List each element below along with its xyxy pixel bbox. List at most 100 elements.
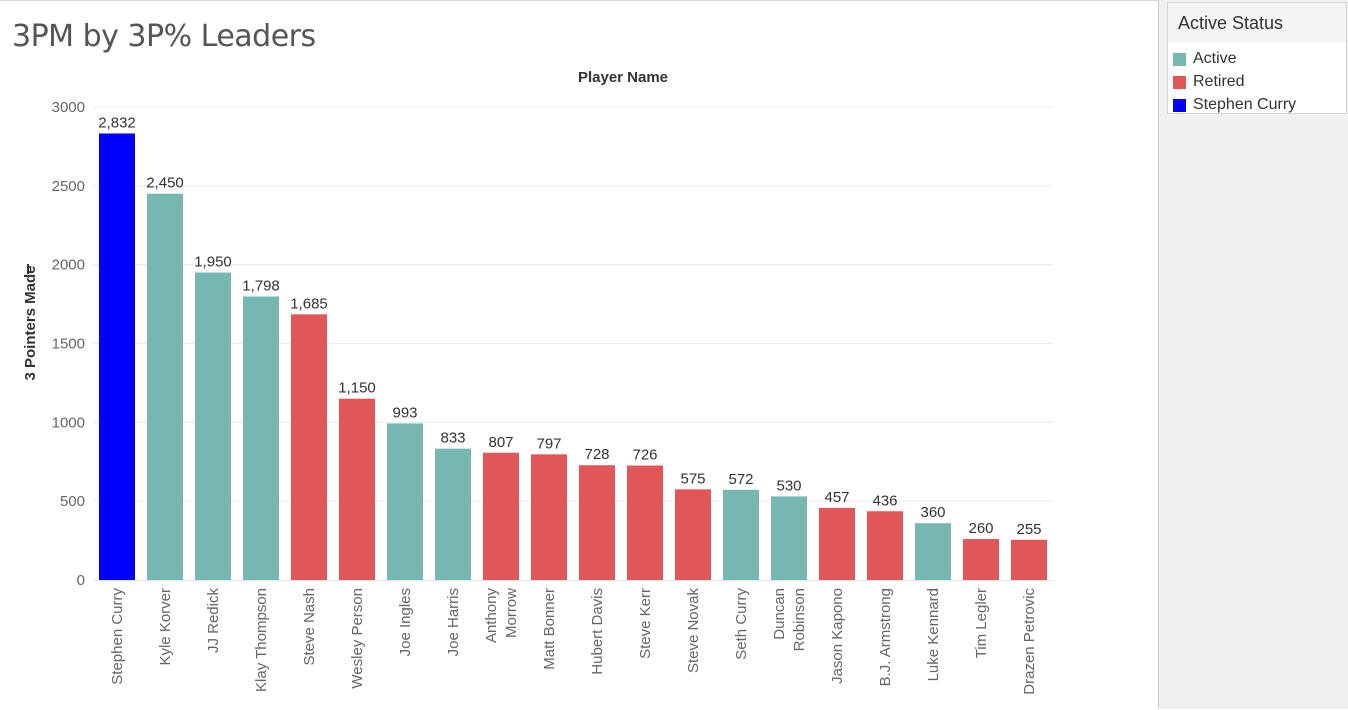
data-label: 1,150	[338, 380, 376, 397]
x-tick-label-line: Joe Ingles	[397, 588, 414, 656]
x-tick-label-line: Kyle Korver	[157, 588, 174, 666]
data-label: 260	[968, 520, 993, 537]
data-label: 436	[872, 492, 897, 509]
x-tick-label: Hubert Davis	[589, 588, 606, 675]
y-tick-label: 2500	[52, 178, 85, 195]
y-tick-label: 3000	[52, 99, 85, 116]
sort-icon[interactable]	[27, 264, 29, 274]
legend-label-stephen-curry: Stephen Curry	[1193, 96, 1297, 113]
legend-label-active: Active	[1193, 50, 1237, 67]
data-label: 833	[440, 430, 465, 447]
sort-icon-bar	[27, 270, 29, 274]
x-tick-label-line: Tim Legler	[973, 588, 990, 658]
x-tick-label-line: Luke Kennard	[925, 588, 942, 681]
data-label: 457	[824, 489, 849, 506]
bar	[435, 448, 471, 580]
x-tick-label-line: Morrow	[503, 588, 520, 638]
x-tick-label-line: Jason Kapono	[829, 588, 846, 684]
bar	[531, 454, 567, 580]
bar	[723, 489, 759, 580]
bar	[867, 511, 903, 580]
x-tick-label: Tim Legler	[973, 588, 990, 658]
chart-area: 3PM by 3P% Leaders 0 500 1000 1500 2000 2500 3…	[0, 0, 1158, 695]
bar	[963, 539, 999, 580]
bar	[387, 423, 423, 580]
legend-item-active[interactable]: Active	[1173, 49, 1343, 69]
data-label: 572	[728, 471, 753, 488]
data-label: 728	[584, 446, 609, 463]
data-label: 2,832	[98, 114, 136, 131]
bar	[195, 272, 231, 580]
bar	[819, 507, 855, 580]
x-tick-label: JJ Redick	[205, 588, 222, 654]
x-tick-label: Stephen Curry	[109, 588, 126, 685]
x-tick-label: Drazen Petrovic	[1021, 588, 1038, 695]
x-tick-label: Jason Kapono	[829, 588, 846, 684]
x-tick-label: Luke Kennard	[925, 588, 942, 681]
y-tick-label: 500	[60, 493, 85, 510]
data-label: 530	[776, 477, 801, 494]
bar	[915, 523, 951, 580]
x-tick-label-line: Matt Bonner	[541, 588, 558, 670]
bar-chart: 0 500 1000 1500 2000 2500 3000 Player Name 3 Poi…	[22, 69, 1053, 695]
data-label: 575	[680, 470, 705, 487]
x-tick-label-line: Robinson	[791, 588, 808, 651]
y-tick-label: 1000	[52, 414, 85, 431]
x-tick-label-line: Steve Nash	[301, 588, 318, 666]
x-axis-title: Player Name	[578, 69, 668, 86]
data-label: 360	[920, 504, 945, 521]
data-label: 255	[1016, 521, 1041, 538]
legend-swatch-active	[1173, 52, 1186, 66]
y-tick-label: 0	[77, 572, 85, 589]
data-label: 2,450	[146, 175, 184, 192]
x-tick-label-line: Joe Harris	[445, 588, 462, 656]
x-tick-label-line: Seth Curry	[733, 588, 750, 660]
side-panel: Active Status Active Retired Stephen Cur…	[1158, 0, 1348, 709]
bar	[579, 465, 615, 580]
bar	[771, 496, 807, 580]
data-label: 1,798	[242, 278, 280, 295]
bar	[627, 465, 663, 580]
legend-label-retired: Retired	[1193, 73, 1245, 90]
x-tick-label: Steve Kerr	[637, 588, 654, 659]
x-tick-label: Steve Novak	[685, 588, 702, 674]
x-tick-label-line: Anthony	[483, 588, 500, 644]
legend-swatch-stephen-curry	[1173, 98, 1186, 112]
bar	[339, 398, 375, 580]
x-tick-label: Anthony Morrow	[483, 588, 520, 644]
legend[interactable]: Active Status Active Retired Stephen Cur…	[1167, 2, 1347, 114]
x-tick-label-line: Steve Novak	[685, 588, 702, 674]
chart-title: 3PM by 3P% Leaders	[12, 19, 316, 54]
data-label: 1,685	[290, 295, 328, 312]
x-tick-label: Klay Thompson	[253, 588, 270, 692]
x-tick-label: B.J. Armstrong	[877, 588, 894, 686]
x-tick-label-line: Drazen Petrovic	[1021, 588, 1038, 695]
legend-item-stephen-curry[interactable]: Stephen Curry	[1173, 95, 1343, 115]
bar	[675, 489, 711, 580]
legend-item-retired[interactable]: Retired	[1173, 72, 1343, 92]
x-tick-label-line: B.J. Armstrong	[877, 588, 894, 686]
x-tick-label-line: Wesley Person	[349, 588, 366, 689]
x-tick-label: Kyle Korver	[157, 588, 174, 666]
bar	[483, 452, 519, 580]
x-tick-label-line: Hubert Davis	[589, 588, 606, 675]
legend-swatch-retired	[1173, 75, 1186, 89]
x-tick-label-line: Steve Kerr	[637, 588, 654, 659]
x-tick-label-line: JJ Redick	[205, 588, 222, 654]
data-label: 797	[536, 435, 561, 452]
y-tick-label: 2000	[52, 257, 85, 274]
data-label: 726	[632, 447, 657, 464]
x-tick-label: Joe Ingles	[397, 588, 414, 656]
bar	[291, 314, 327, 580]
data-label: 807	[488, 434, 513, 451]
x-tick-label: Duncan Robinson	[771, 588, 808, 651]
x-tick-label: Wesley Person	[349, 588, 366, 689]
bar	[99, 133, 135, 580]
data-label: 1,950	[194, 254, 232, 271]
x-tick-label-line: Duncan	[771, 588, 788, 640]
x-tick-label-line: Stephen Curry	[109, 588, 126, 685]
x-tick-label: Seth Curry	[733, 588, 750, 660]
bar	[147, 193, 183, 580]
legend-title: Active Status	[1168, 3, 1346, 43]
x-tick-label: Steve Nash	[301, 588, 318, 666]
